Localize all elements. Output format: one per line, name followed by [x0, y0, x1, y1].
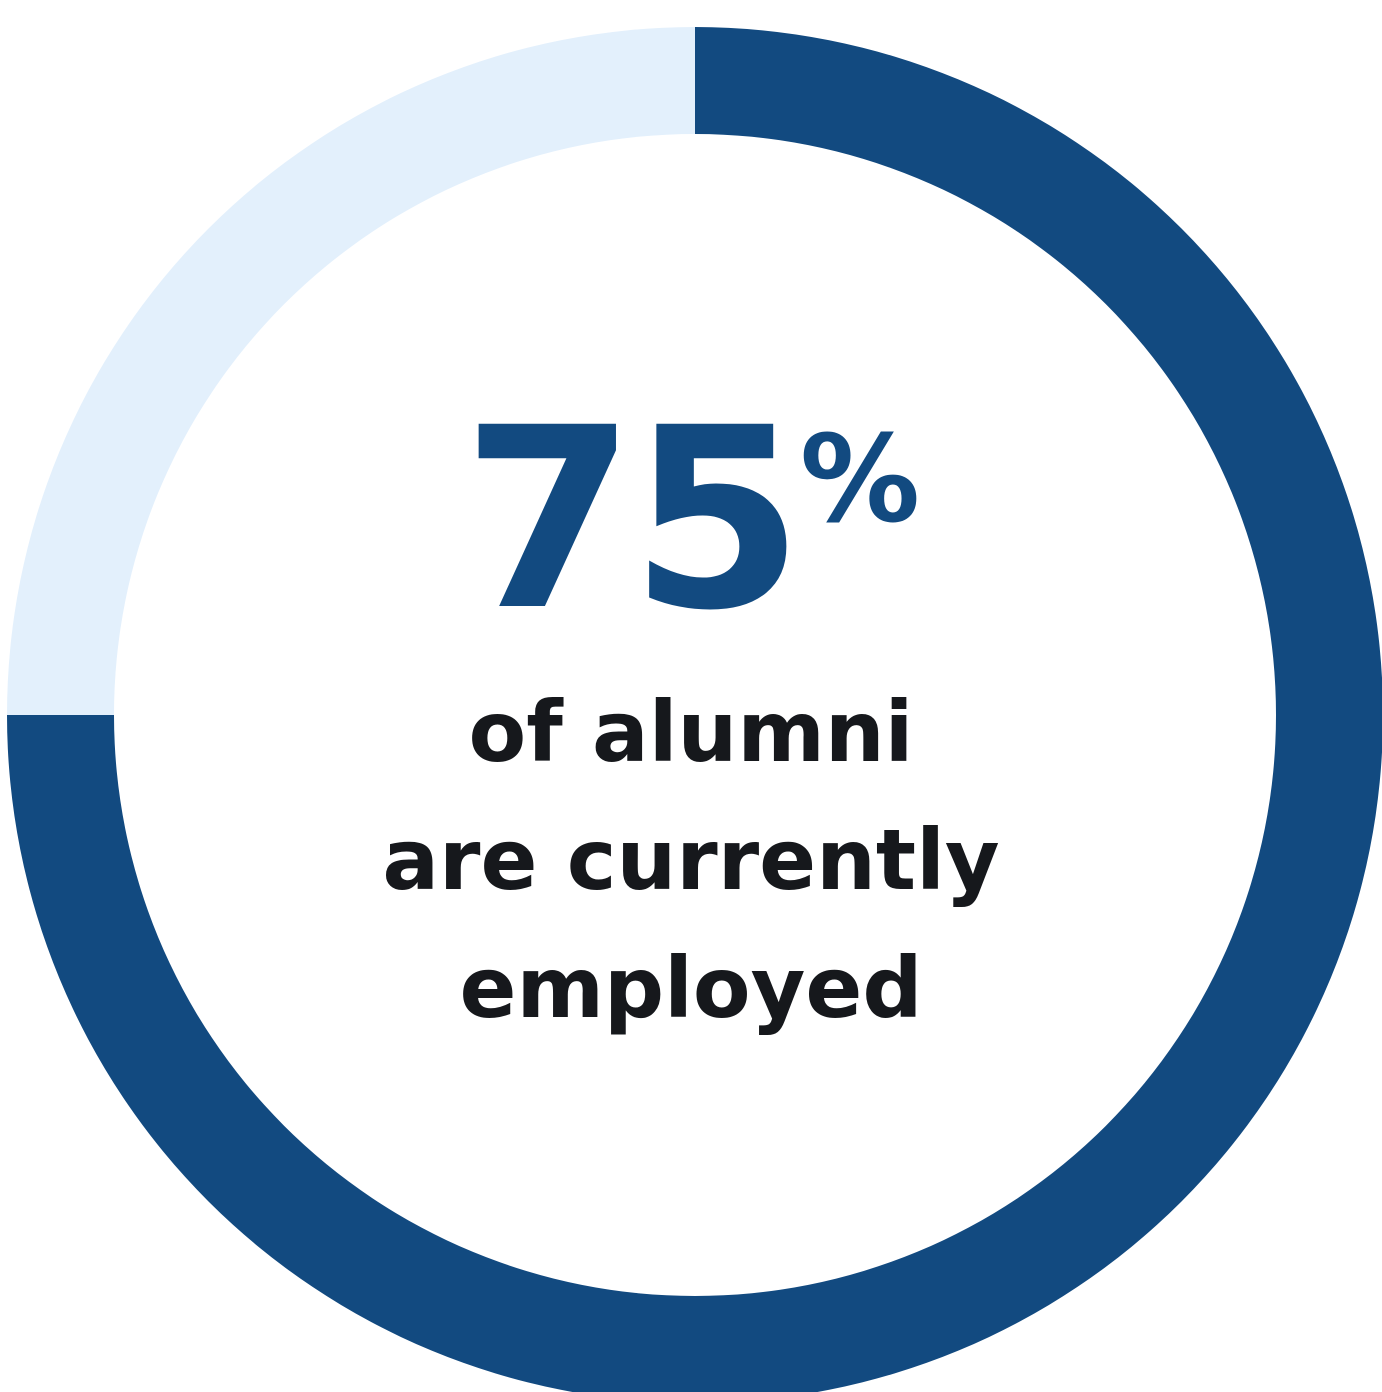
percentage-unit: %	[799, 411, 921, 550]
caption-line-2: are currently	[382, 811, 1000, 909]
caption-line-3: employed	[459, 939, 923, 1037]
percentage-number: 75	[461, 374, 804, 665]
caption-line-1: of alumni	[468, 683, 914, 781]
caption: of alumni are currently employed	[0, 668, 1382, 1052]
donut-slice-2	[7, 27, 695, 715]
percentage-value: 75%	[0, 395, 1382, 645]
